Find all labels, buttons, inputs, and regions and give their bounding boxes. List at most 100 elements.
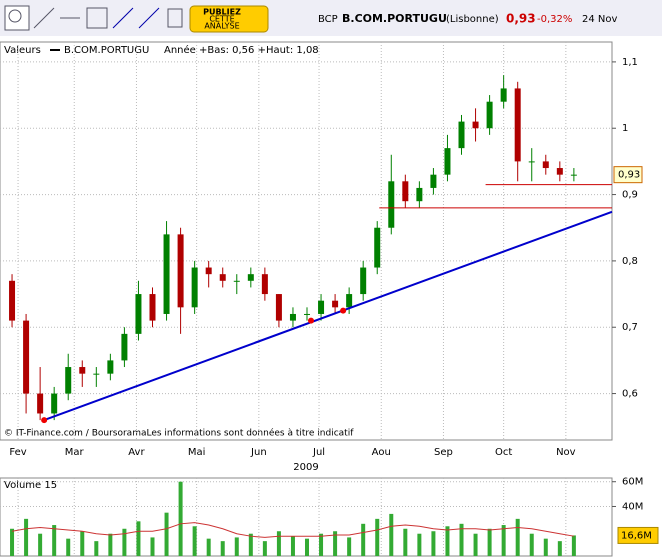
tool-channel[interactable] [112, 7, 134, 29]
publish-button[interactable] [189, 5, 269, 33]
volume-bar [94, 541, 99, 556]
year: 2009 [293, 462, 318, 473]
candle-body [37, 393, 44, 414]
candle-body [388, 181, 395, 228]
candle-body [542, 161, 549, 169]
volume-bar [543, 538, 548, 556]
publish-text: CETTE [209, 15, 234, 24]
x-tick-label: Jul [312, 447, 325, 458]
price: 0,93 [506, 12, 536, 26]
volume-bar [403, 528, 408, 556]
trendline [43, 210, 613, 422]
touch-point [41, 417, 48, 424]
y-tick-label: 0,7 [622, 322, 638, 333]
candle-body [79, 367, 86, 374]
tool-zoom[interactable] [4, 5, 30, 31]
volume-bar [431, 531, 436, 556]
range-note: Année +Bas: 0,56 +Haut: 1,08 [164, 44, 319, 56]
x-tick-label: Jun [250, 447, 267, 458]
volume-bar [38, 533, 43, 556]
toolbar [0, 0, 662, 36]
publish-text: PUBLIEZ [203, 8, 241, 17]
candle-body [556, 168, 563, 175]
volume-bar [305, 538, 310, 556]
volume-bar [571, 535, 576, 556]
last-price-box [613, 166, 643, 184]
volume-bar [136, 521, 141, 556]
volume-bar [234, 537, 239, 556]
y-tick-label: 0,8 [622, 256, 638, 267]
candle-body [304, 313, 311, 315]
volume-bar [333, 531, 338, 556]
touch-point [340, 307, 347, 314]
volume-bar [164, 512, 169, 556]
volume-last-label: 16,6M [621, 530, 652, 541]
tool-fibo[interactable] [86, 7, 108, 29]
candle-body [374, 227, 381, 268]
volume-bar [220, 541, 225, 556]
volume-bar [319, 533, 324, 556]
candle-body [275, 294, 282, 321]
volume-bar [417, 533, 422, 556]
volume-bar [108, 533, 113, 556]
candle-body [93, 373, 100, 375]
x-tick-label: Avr [128, 447, 145, 458]
candle-body [360, 267, 367, 295]
candle-body [149, 294, 156, 321]
ticker: BCP [318, 14, 338, 25]
candle-body [402, 181, 409, 202]
volume-bar [248, 533, 253, 556]
x-tick-label: Sep [434, 447, 453, 458]
candle-body [289, 313, 296, 321]
candle-body [261, 274, 268, 295]
y-tick-label: 60M [622, 477, 643, 488]
candle-body [318, 300, 325, 314]
volume-bar [361, 523, 366, 556]
volume-bar [122, 528, 127, 556]
volume-average [11, 522, 574, 538]
x-tick-label: Aou [372, 447, 391, 458]
candle-body [9, 280, 16, 321]
y-tick-label: 40M [622, 501, 643, 512]
volume-bar [262, 541, 267, 556]
candle-body [500, 88, 507, 102]
volume-bar [557, 541, 562, 556]
candle-body [51, 393, 58, 414]
volume-bar [24, 518, 29, 556]
source: © IT-Finance.com / BoursoramaLes informa… [4, 428, 354, 439]
tool-delete[interactable] [167, 8, 183, 28]
volume-bar [66, 538, 71, 556]
x-tick-label: Mai [188, 447, 206, 458]
candle-body [570, 174, 577, 176]
last-price-label: 0,93 [618, 170, 640, 181]
volume-bar [178, 481, 183, 556]
candle-body [430, 174, 437, 188]
volume-bar [192, 526, 197, 556]
volume-bar [515, 518, 520, 556]
volume-bar [80, 531, 85, 556]
candle-body [332, 300, 339, 308]
volume-bar [290, 536, 295, 556]
volume-last-box [617, 526, 659, 544]
candle-body [65, 367, 72, 394]
x-tick-label: Mar [65, 447, 85, 458]
toolbar-buttons [4, 5, 183, 31]
legend-label: Valeurs [4, 45, 41, 56]
candle-body [416, 187, 423, 202]
candle-body [135, 294, 142, 334]
candle-body [486, 101, 493, 129]
x-tick-label: Nov [556, 447, 576, 458]
candle-body [346, 294, 353, 308]
tool-line[interactable] [33, 7, 55, 29]
volume-bar [150, 537, 155, 556]
legend-series: B.COM.PORTUGU [64, 45, 149, 56]
tool-parallel[interactable] [138, 7, 160, 29]
x-tick-label: Oct [495, 447, 512, 458]
x-tick-label: Fev [9, 447, 26, 458]
candle-body [177, 234, 184, 308]
volume-bar [487, 528, 492, 556]
volume-bar [445, 526, 450, 556]
volume-bar [52, 525, 57, 556]
volume-bar [459, 523, 464, 556]
